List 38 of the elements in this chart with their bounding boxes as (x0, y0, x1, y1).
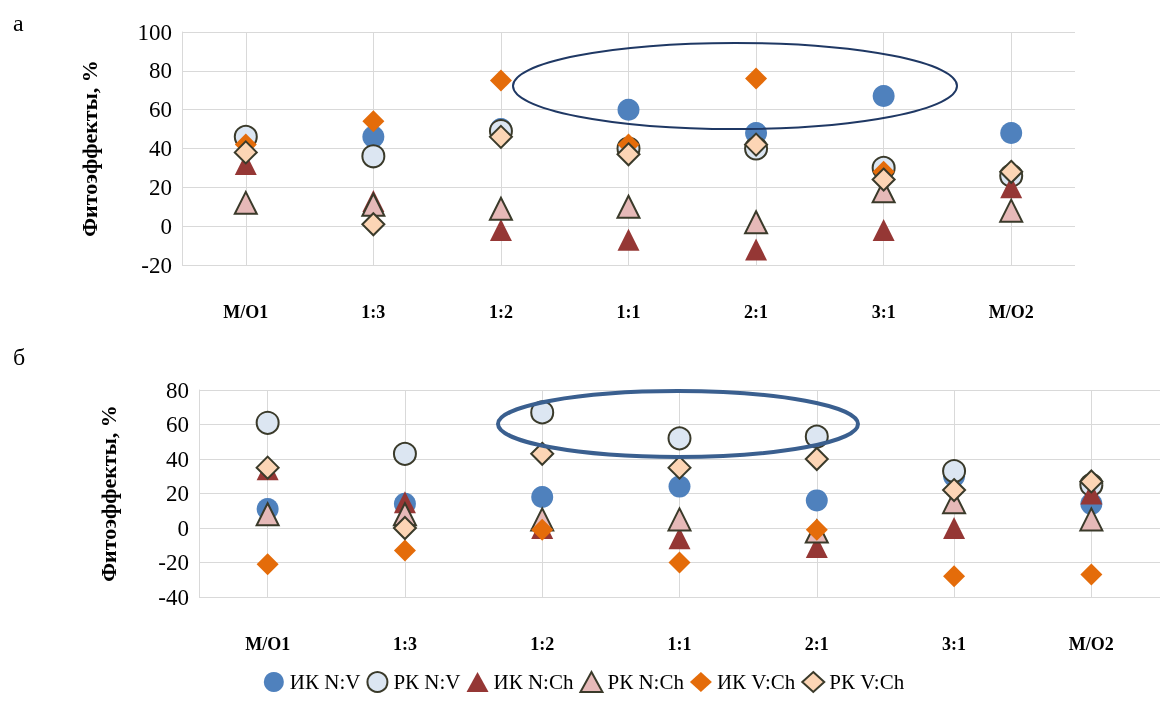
legend-label: РК N:Ch (607, 670, 685, 694)
x-tick-label: M/O1 (245, 634, 291, 654)
chart-title: а (13, 10, 24, 36)
legend-label: ИК N:V (289, 670, 361, 694)
y-tick-label: 0 (160, 213, 172, 239)
x-tick-label: 1:1 (616, 302, 641, 322)
y-tick-label: 20 (149, 174, 172, 200)
x-tick-label: 1:1 (667, 634, 692, 654)
y-tick-label: 80 (149, 58, 172, 84)
y-tick-label: -20 (158, 550, 189, 575)
y-tick-label: 40 (149, 136, 172, 161)
y-tick-label: 60 (166, 412, 189, 437)
y-tick-label: 20 (166, 481, 189, 506)
x-tick-label: M/O1 (223, 302, 269, 322)
legend-label: ИК V:Ch (716, 670, 796, 694)
y-tick-label: 60 (149, 97, 172, 123)
x-tick-label: 1:2 (530, 634, 555, 654)
y-axis-title: Фитоэффекты, % (95, 405, 121, 582)
y-tick-label: 80 (166, 377, 189, 403)
x-tick-label: 2:1 (744, 302, 769, 322)
y-axis-title: Фитоэффекты, % (76, 60, 102, 237)
chart-title: б (13, 344, 26, 370)
y-tick-label: 100 (137, 19, 172, 45)
x-tick-label: M/O2 (988, 302, 1034, 322)
legend-label: ИК N:Ch (493, 670, 574, 694)
y-tick-label: -20 (141, 252, 172, 278)
x-tick-label: 1:3 (361, 302, 386, 322)
y-tick-label: 0 (177, 515, 189, 541)
x-tick-label: 1:3 (392, 634, 417, 654)
y-tick-label: 40 (166, 446, 189, 472)
x-tick-label: 3:1 (942, 634, 967, 654)
legend-label: РК V:Ch (829, 670, 905, 694)
y-tick-label: -40 (158, 584, 189, 610)
x-tick-label: 3:1 (871, 302, 896, 322)
x-tick-label: 2:1 (804, 634, 829, 654)
legend-label: РК N:V (393, 670, 461, 694)
x-tick-label: 1:2 (488, 302, 513, 322)
x-tick-label: M/O2 (1068, 634, 1114, 654)
